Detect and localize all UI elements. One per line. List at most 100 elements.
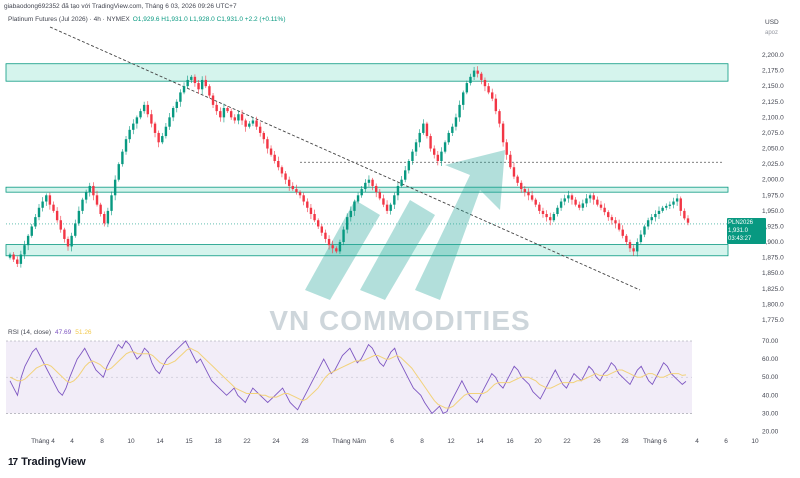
candle [8,252,12,260]
candle [309,204,313,219]
price-axis-label: 1,900.0 [762,239,784,246]
candle [240,109,244,125]
candle-body [625,235,628,243]
candle-body [226,108,229,112]
candle-body [74,223,77,236]
candle-body [52,204,55,211]
candle-body [182,86,186,93]
candle [139,108,142,120]
candle-body [135,117,139,124]
candle [37,204,41,221]
instrument-legend[interactable]: Platinum Futures (Jul 2026) · 4h · NYMEX… [8,16,286,23]
time-axis-label: Tháng 6 [643,438,667,445]
candle [505,139,508,160]
candle-body [443,142,447,152]
candle-body [614,220,617,224]
candle [549,212,552,226]
candle-body [422,123,425,133]
candle [244,118,247,132]
price-axis-label: 2,100.0 [762,114,784,121]
candle-body [661,207,664,211]
candle [161,132,164,145]
candle-body [92,185,95,196]
candle-body [374,185,378,193]
candle-body [396,185,400,196]
candle [277,156,280,171]
rsi-axis-label: 50.00 [762,374,779,381]
candle-body [262,132,265,140]
candle [639,230,643,244]
candle-body [646,220,650,227]
candle [364,179,367,193]
time-axis-label: 20 [534,438,542,445]
candle [679,196,682,216]
candle [418,129,421,148]
chart-caption: giabaodong692352 đã tạo với TradingView.… [4,3,237,10]
tradingview-mark-icon: 17 [8,456,18,468]
candle-body [110,195,113,211]
candle [186,75,189,89]
candle-body [672,201,675,205]
candle-body [204,79,207,87]
candle [208,84,211,99]
candle-body [367,179,371,183]
candle [345,213,349,234]
candle [182,82,186,95]
candle [331,240,334,254]
candle-body [291,185,295,190]
candle [458,100,461,122]
candle-body [400,179,403,186]
candle [607,210,610,221]
candle [222,103,226,123]
candle-body [418,132,421,143]
candle [393,192,396,210]
candle-body [121,151,124,165]
candle [429,133,432,152]
support-resistance-zone [5,63,729,82]
time-axis-label: 10 [751,438,759,445]
time-axis-label: 15 [185,438,193,445]
last-price-tag: PLN2026 1,931.0 03:43:27 [727,218,766,244]
candle [313,209,316,223]
candle [295,184,298,195]
candle [443,140,447,154]
candle-body [103,214,106,224]
candle [16,256,19,267]
time-axis-label: 26 [593,438,601,445]
candle [342,226,345,246]
candle [675,194,679,206]
time-axis-label: Tháng Năm [332,438,366,445]
candle-body [117,164,120,180]
candle [512,162,516,180]
candle [374,183,378,198]
candle [262,131,265,144]
candle-body [222,108,226,118]
rsi-pane[interactable]: 70.00 60.00 50.00 40.00 30.00 20.00 [6,338,779,436]
price-axis-label: 1,975.0 [762,192,784,199]
candle [425,121,429,139]
currency-label[interactable]: USD apoz [765,18,779,38]
candle [683,208,686,221]
time-axis-label: 24 [272,438,280,445]
watermark-arrow-head [415,150,505,300]
candle-body [324,232,327,239]
candle-body [193,76,197,84]
candle-body [81,199,84,211]
candle [360,185,363,198]
candle [99,202,102,217]
candle [686,215,690,226]
candle [378,189,382,201]
candle [92,182,95,201]
rsi-legend[interactable]: RSI (14, close) 47.69 51.26 [8,329,92,336]
candle [255,116,258,130]
time-axis[interactable]: Tháng 4 4 8 10 14 15 18 22 24 28 Tháng Năm 6 8 12 14 16… [31,438,759,445]
tradingview-logo[interactable]: 17 TradingView [8,456,86,468]
candle [269,145,273,157]
candle-body [465,83,469,93]
candle-body [23,245,26,255]
candle-body [342,229,345,243]
candle-body [146,104,149,115]
price-pane[interactable]: 2,200.0 2,175.0 2,150.0 2,125.0 2,100.0 2,075… [5,26,784,336]
candle-body [382,198,385,205]
